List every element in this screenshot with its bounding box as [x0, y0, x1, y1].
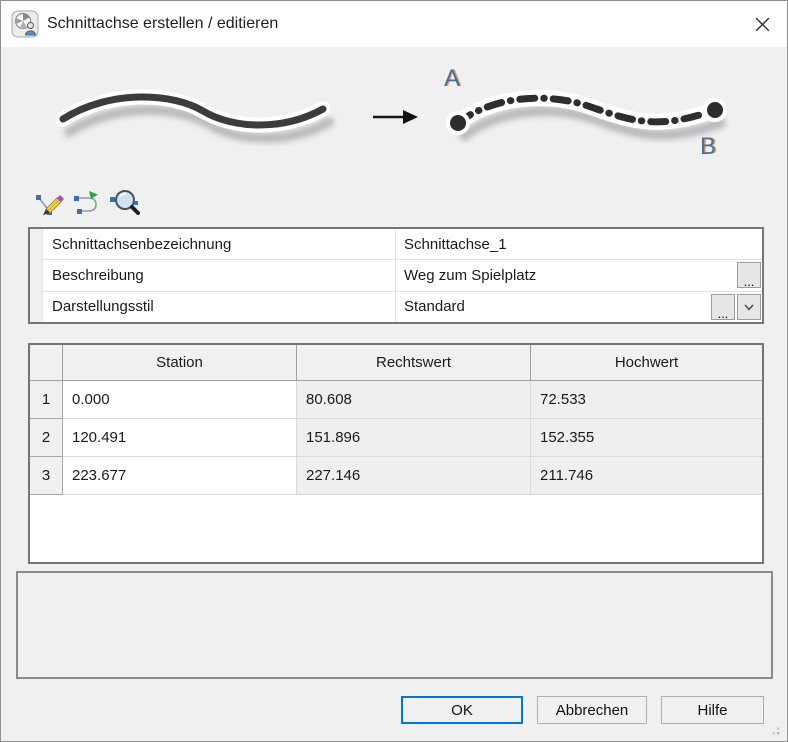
app-icon	[11, 10, 39, 38]
rechtswert-cell[interactable]: 227.146	[297, 457, 531, 495]
station-cell[interactable]: 0.000	[63, 381, 297, 419]
dashed-axis-graphic	[446, 90, 727, 141]
titlebar: Schnittachse erstellen / editieren	[1, 1, 787, 47]
property-row-style: Darstellungsstil Standard ...	[43, 291, 762, 322]
point-a-label: A	[444, 65, 461, 92]
rechtswert-cell[interactable]: 151.896	[297, 419, 531, 457]
property-row-description: Beschreibung Weg zum Spielplatz ...	[43, 260, 762, 292]
table-row: 3 223.677 227.146 211.746	[30, 457, 762, 495]
style-value[interactable]: Standard	[404, 298, 465, 316]
property-label: Darstellungsstil	[43, 291, 396, 322]
close-button[interactable]	[749, 12, 775, 36]
row-number[interactable]: 1	[30, 381, 63, 419]
station-cell[interactable]: 223.677	[63, 457, 297, 495]
dialog-title: Schnittachse erstellen / editieren	[47, 15, 279, 32]
solid-polyline-graphic	[55, 89, 334, 143]
row-number[interactable]: 3	[30, 457, 63, 495]
axis-properties-table: Schnittachsenbezeichnung Schnittachse_1 …	[28, 227, 764, 324]
axis-illustration	[55, 89, 727, 143]
help-button[interactable]: Hilfe	[661, 696, 764, 724]
zoom-magnifier-icon[interactable]	[107, 188, 142, 217]
arrow-right-icon	[373, 110, 418, 124]
property-label: Beschreibung	[43, 260, 396, 291]
table-row: 1 0.000 80.608 72.533	[30, 381, 762, 419]
rechtswert-cell[interactable]: 80.608	[297, 381, 531, 419]
station-cell[interactable]: 120.491	[63, 419, 297, 457]
chevron-down-icon	[744, 304, 754, 311]
hochwert-cell[interactable]: 72.533	[531, 381, 762, 419]
header-hochwert[interactable]: Hochwert	[531, 345, 762, 381]
style-browse-button[interactable]: ...	[711, 293, 735, 320]
cancel-button[interactable]: Abbrechen	[537, 696, 647, 724]
table-row: 2 120.491 151.896 152.355	[30, 419, 762, 457]
ok-button[interactable]: OK	[401, 696, 523, 724]
reverse-direction-icon[interactable]	[69, 188, 104, 217]
resize-grip[interactable]	[768, 723, 780, 735]
hochwert-cell[interactable]: 152.355	[531, 419, 762, 457]
properties-gutter	[30, 229, 43, 322]
property-label: Schnittachsenbezeichnung	[43, 229, 396, 260]
close-icon	[755, 17, 769, 31]
header-station[interactable]: Station	[63, 345, 297, 381]
row-number[interactable]: 2	[30, 419, 63, 457]
draw-axis-pencil-icon[interactable]	[31, 188, 66, 217]
description-browse-button[interactable]: ...	[737, 262, 761, 289]
style-dropdown-button[interactable]	[737, 293, 761, 320]
header-rechtswert[interactable]: Rechtswert	[297, 345, 531, 381]
description-value[interactable]: Weg zum Spielplatz	[404, 266, 537, 284]
property-row-name: Schnittachsenbezeichnung Schnittachse_1	[43, 229, 762, 261]
header-corner	[30, 345, 63, 381]
table-header: Station Rechtswert Hochwert	[30, 345, 762, 381]
message-panel	[16, 571, 773, 679]
point-b-label: B	[700, 133, 717, 160]
axis-toolbar	[31, 188, 142, 217]
hochwert-cell[interactable]: 211.746	[531, 457, 762, 495]
axis-name-value[interactable]: Schnittachse_1	[404, 235, 507, 253]
station-coordinates-table: Station Rechtswert Hochwert 1 0.000 80.6…	[28, 343, 764, 564]
